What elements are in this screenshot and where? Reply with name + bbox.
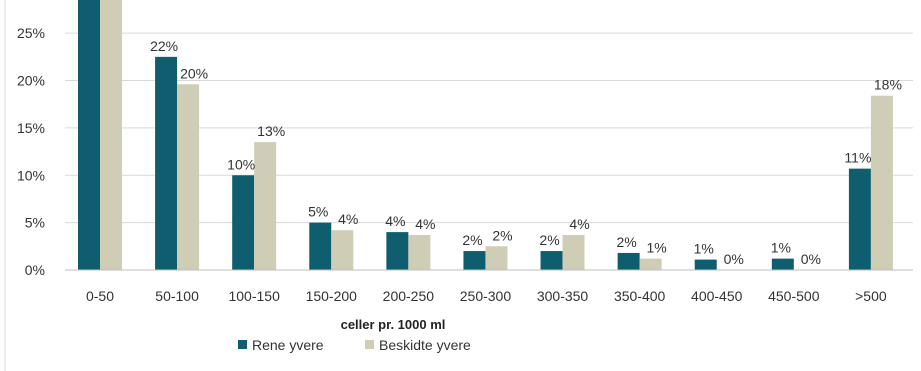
legend-swatch-rene-yvere	[238, 340, 247, 349]
y-tick-label: 10%	[17, 167, 45, 183]
y-tick-label: 25%	[17, 25, 45, 41]
data-label-rene-yvere-3: 5%	[308, 204, 328, 220]
legend-label-rene-yvere: Rene yvere	[252, 337, 324, 353]
bar-rene-yvere-2	[232, 175, 255, 270]
bar-rene-yvere-1	[155, 56, 178, 271]
data-label-beskidte-yvere-9: 0%	[801, 251, 821, 267]
bar-beskidte-yvere-7	[639, 258, 662, 270]
data-label-beskidte-yvere-2: 13%	[257, 123, 285, 139]
bar-beskidte-yvere-3	[331, 230, 354, 270]
bar-rene-yvere-10	[848, 168, 871, 270]
bars	[78, 0, 893, 271]
bar-rene-yvere-8	[694, 259, 717, 270]
x-tick-label: 200-250	[383, 288, 435, 304]
legend-label-beskidte-yvere: Beskidte yvere	[379, 337, 471, 353]
bar-beskidte-yvere-6	[562, 234, 585, 270]
legend: Rene yvere Beskidte yvere	[238, 337, 471, 353]
y-tick-label: 15%	[17, 120, 45, 136]
x-axis-ticks: 0-50 50-100 100-150 150-200 200-250 250-300 30…	[86, 288, 887, 304]
x-tick-label: 100-150	[228, 288, 280, 304]
y-tick-label: 20%	[17, 73, 45, 89]
data-label-beskidte-yvere-3: 4%	[338, 211, 358, 227]
data-label-rene-yvere-2: 10%	[227, 156, 255, 172]
data-label-rene-yvere-10: 11%	[844, 150, 871, 166]
data-label-beskidte-yvere-6: 4%	[569, 216, 589, 232]
data-label-rene-yvere-5: 2%	[462, 232, 482, 248]
data-label-beskidte-yvere-10: 18%	[874, 77, 902, 93]
bar-beskidte-yvere-0	[100, 0, 122, 270]
x-tick-label: 300-350	[537, 288, 589, 304]
data-label-rene-yvere-4: 4%	[385, 213, 405, 229]
x-tick-label: 150-200	[306, 288, 358, 304]
bar-beskidte-yvere-4	[408, 234, 431, 270]
bar-rene-yvere-7	[617, 252, 640, 270]
x-tick-label: 400-450	[691, 288, 743, 304]
y-axis-ticks: 0% 5% 10% 15% 20% 25%	[17, 25, 45, 278]
x-tick-label: 50-100	[155, 288, 199, 304]
bar-beskidte-yvere-2	[254, 142, 277, 270]
x-tick-label: 0-50	[86, 288, 114, 304]
x-tick-label: 450-500	[768, 288, 820, 304]
data-label-rene-yvere-8: 1%	[694, 241, 714, 257]
data-label-rene-yvere-1: 22%	[150, 38, 178, 54]
data-label-beskidte-yvere-7: 1%	[647, 240, 667, 256]
gridlines	[65, 32, 913, 224]
bar-rene-yvere-0	[78, 0, 100, 270]
data-labels: 22%20% 10% 13% 5% 4% 4% 4% 2% 2% 2% 4% 2% 1% 1% 0% 1% 0%…	[150, 38, 902, 267]
y-tick-label: 0%	[25, 262, 45, 278]
bar-rene-yvere-5	[463, 251, 486, 270]
data-label-beskidte-yvere-1: 20%	[180, 65, 208, 81]
data-label-beskidte-yvere-8: 0%	[724, 251, 744, 267]
bar-rene-yvere-9	[771, 258, 794, 270]
bar-beskidte-yvere-1	[177, 84, 200, 270]
x-tick-label: 250-300	[460, 288, 512, 304]
bar-rene-yvere-6	[540, 251, 563, 270]
bar-rene-yvere-4	[386, 232, 409, 270]
data-label-rene-yvere-9: 1%	[771, 240, 791, 256]
x-tick-label: 350-400	[614, 288, 666, 304]
legend-swatch-beskidte-yvere	[365, 340, 374, 349]
data-label-beskidte-yvere-4: 4%	[415, 216, 435, 232]
data-label-rene-yvere-6: 2%	[539, 232, 559, 248]
data-label-beskidte-yvere-5: 2%	[492, 227, 512, 243]
bar-beskidte-yvere-10	[870, 95, 893, 271]
x-axis-title: celler pr. 1000 ml	[341, 317, 446, 332]
bar-rene-yvere-3	[309, 222, 332, 270]
x-tick-label: >500	[855, 288, 887, 304]
data-label-rene-yvere-7: 2%	[617, 234, 637, 250]
y-tick-label: 5%	[25, 215, 45, 231]
bar-beskidte-yvere-5	[485, 246, 508, 270]
